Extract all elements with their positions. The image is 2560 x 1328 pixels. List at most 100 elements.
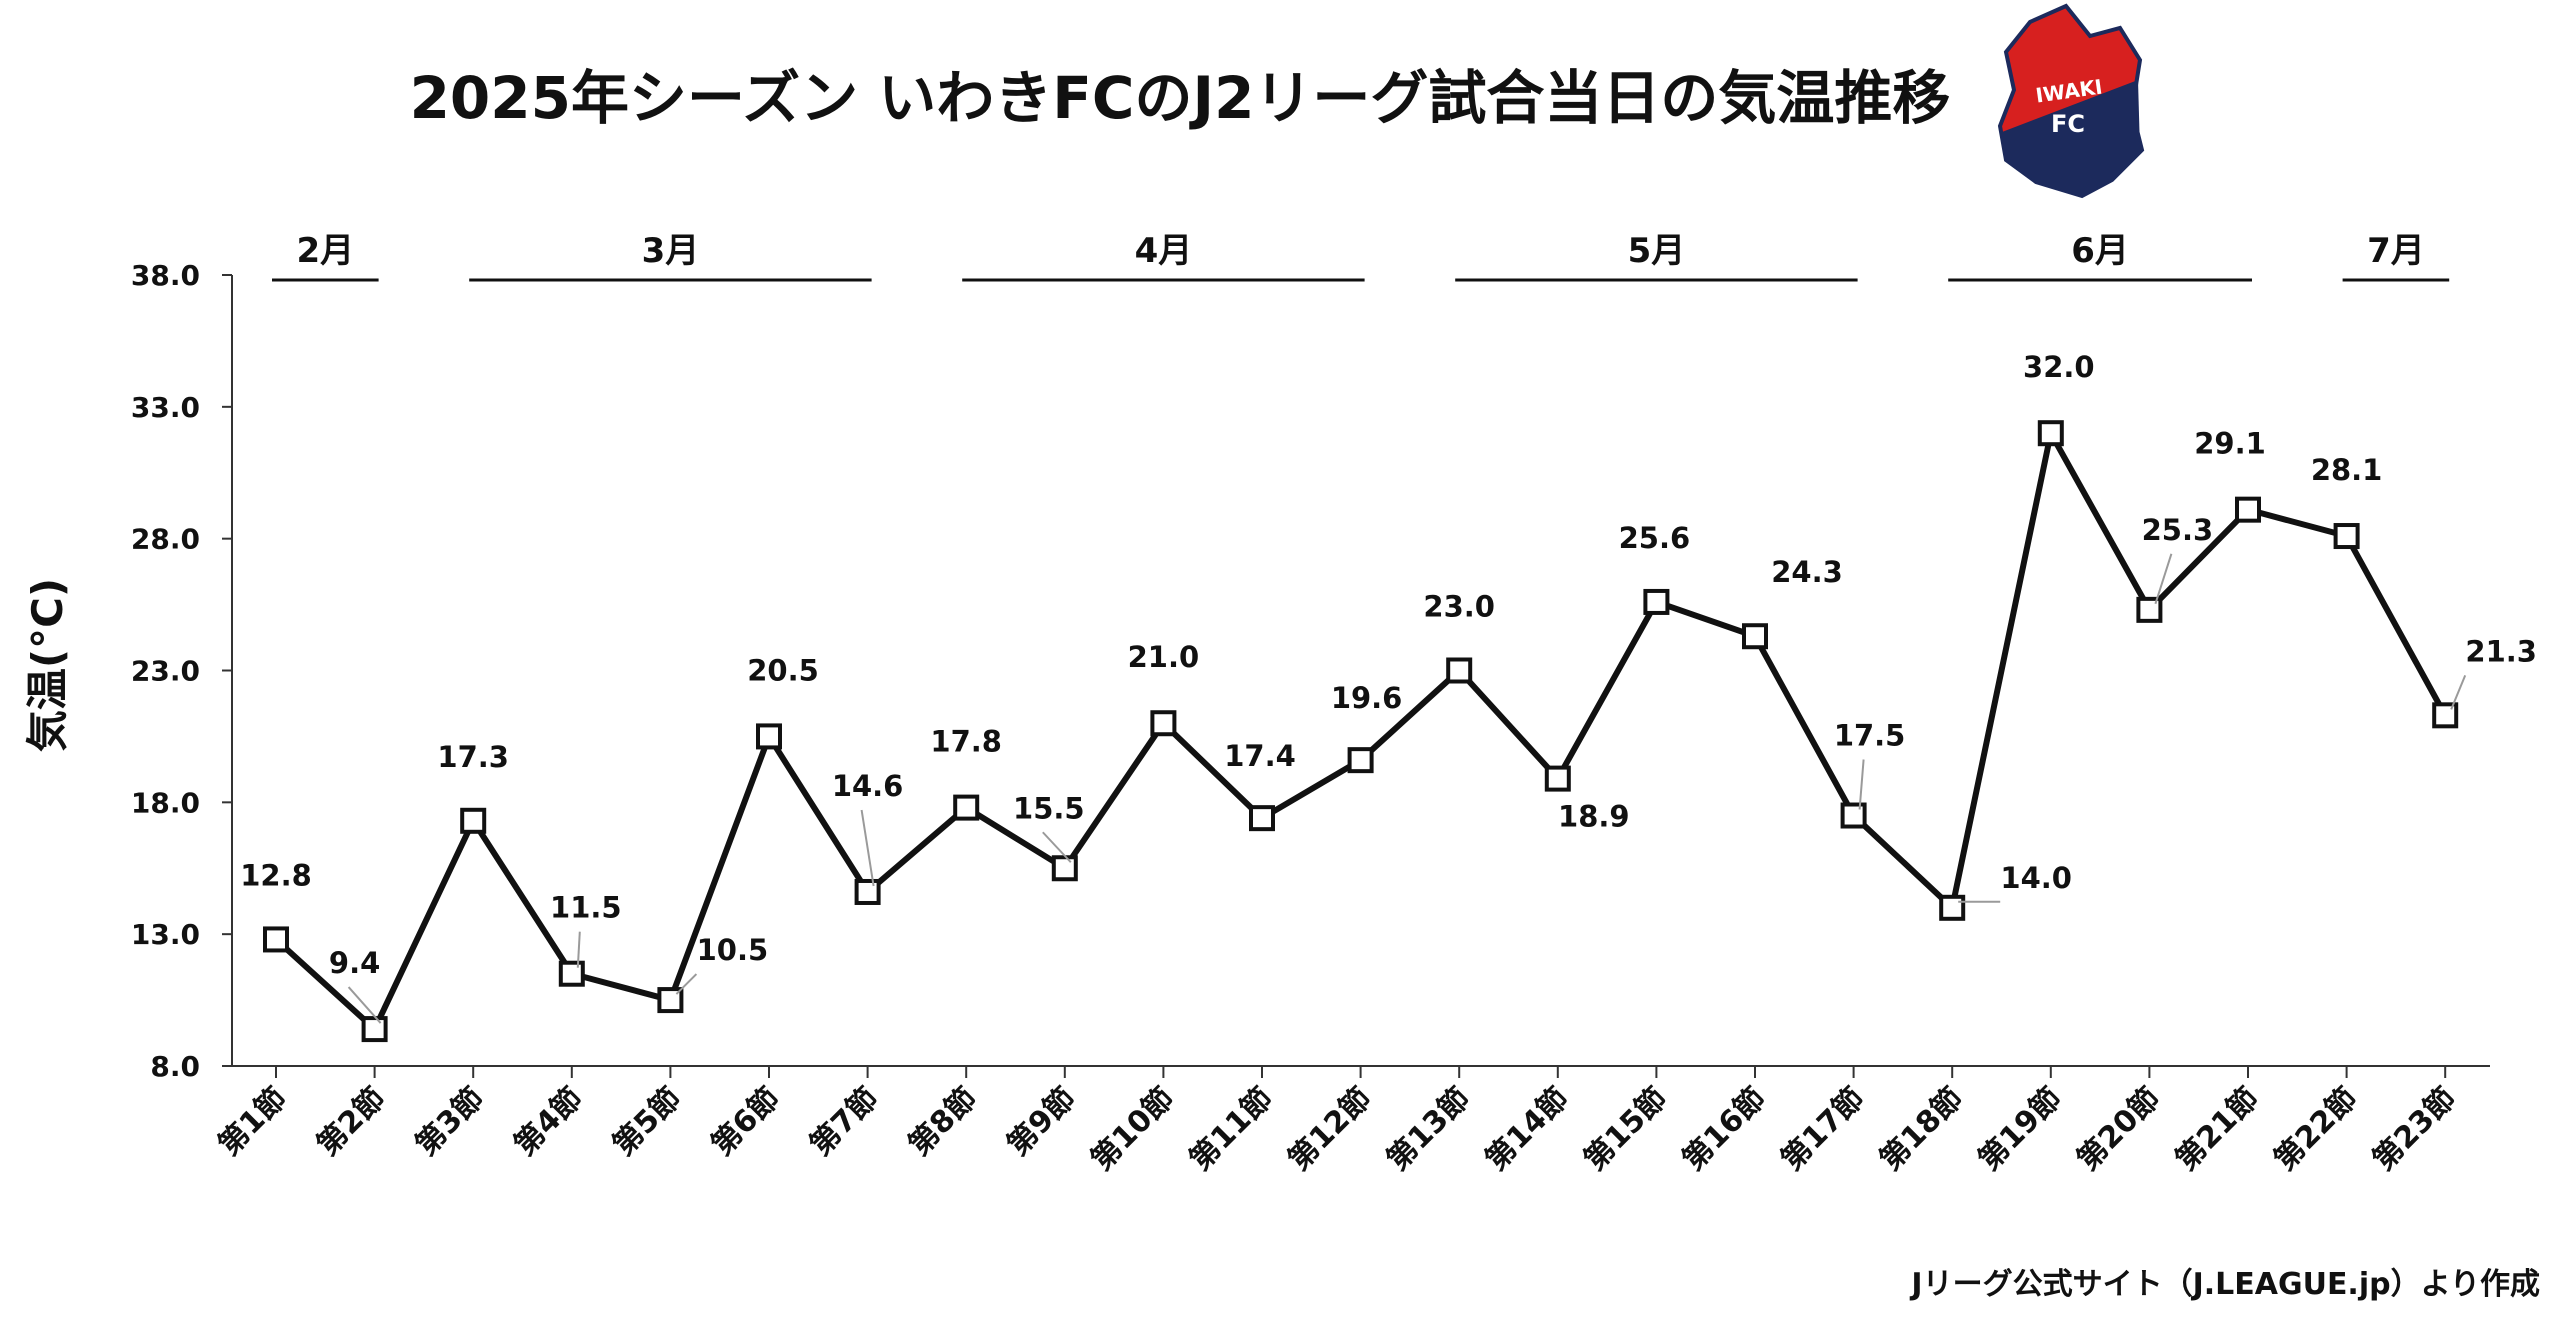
label-leader-line <box>2450 674 2467 710</box>
data-label: 17.8 <box>930 725 1002 759</box>
data-label: 21.3 <box>2465 634 2537 668</box>
x-tick-label: 第6節 <box>705 1081 787 1163</box>
chart-title: 2025年シーズン いわきFCのJ2リーグ試合当日の気温推移 <box>410 64 1951 132</box>
data-label: 12.8 <box>240 858 312 892</box>
y-tick-label: 13.0 <box>131 918 200 951</box>
data-label: 32.0 <box>2023 350 2095 384</box>
data-point-marker <box>1742 623 1768 650</box>
x-tick-label: 第10節 <box>1084 1081 1181 1178</box>
data-label: 14.6 <box>832 769 904 803</box>
logo-navy-band <box>2002 80 2140 196</box>
x-tick-label: 第13節 <box>1380 1081 1477 1178</box>
data-point-marker <box>263 926 289 953</box>
data-point-marker <box>1249 805 1275 832</box>
data-label: 17.4 <box>1224 739 1296 773</box>
data-label: 23.0 <box>1423 590 1495 624</box>
x-tick-label: 第23節 <box>2366 1081 2463 1178</box>
club-logo: IWAKI FC <box>1997 3 2145 199</box>
y-tick-label: 23.0 <box>131 655 200 688</box>
x-tick-label: 第12節 <box>1282 1081 1379 1178</box>
x-tick-label: 第17節 <box>1775 1081 1872 1178</box>
x-tick-label: 第16節 <box>1676 1081 1773 1178</box>
x-tick-label: 第1節 <box>212 1081 294 1163</box>
data-label: 25.6 <box>1619 521 1691 555</box>
data-point-marker <box>1643 588 1670 615</box>
label-leader-line <box>576 931 581 968</box>
x-tick-label: 第9節 <box>1001 1081 1083 1163</box>
data-point-marker <box>361 1016 388 1043</box>
data-point-marker <box>2037 420 2064 447</box>
data-point-marker <box>1051 855 1078 882</box>
x-tick-label: 第11節 <box>1183 1081 1280 1178</box>
label-leader-line <box>675 973 698 995</box>
series-polyline <box>273 430 2448 1033</box>
y-tick-label: 38.0 <box>131 259 200 292</box>
month-label: 6月 <box>2071 231 2129 271</box>
data-label: 28.1 <box>2311 453 2383 487</box>
data-label: 20.5 <box>747 653 819 687</box>
y-tick-label: 28.0 <box>131 523 200 556</box>
logo-text-bottom: FC <box>2051 110 2085 138</box>
data-point-marker <box>2235 496 2261 523</box>
data-point-marker <box>2333 523 2360 550</box>
x-tick-label: 第22節 <box>2268 1081 2365 1178</box>
data-label: 21.0 <box>1128 640 1200 674</box>
y-tick-label: 33.0 <box>131 391 200 424</box>
label-leader-line <box>1858 759 1865 810</box>
x-tick-label: 第19節 <box>1972 1081 2069 1178</box>
data-point-marker <box>460 807 487 834</box>
data-point-marker <box>953 794 980 821</box>
data-point-marker <box>1939 894 1966 921</box>
data-label: 25.3 <box>2142 513 2214 547</box>
data-label: 17.3 <box>437 740 509 774</box>
data-point-marker <box>1544 765 1571 792</box>
data-label: 10.5 <box>697 933 769 967</box>
data-point-marker <box>1150 710 1177 737</box>
x-tick-label: 第18節 <box>1873 1081 1970 1178</box>
data-point-marker <box>2136 596 2163 623</box>
label-leader-line <box>860 809 875 887</box>
data-label: 11.5 <box>550 891 622 925</box>
data-point-marker <box>756 723 782 750</box>
x-tick-label: 第2節 <box>310 1081 392 1163</box>
x-tick-label: 第8節 <box>902 1081 984 1163</box>
data-point-marker <box>657 987 684 1014</box>
label-leader-line <box>1042 831 1072 863</box>
x-tick-label: 第20節 <box>2070 1081 2167 1178</box>
y-axis-label: 気温(°C) <box>23 578 72 752</box>
x-tick-label: 第5節 <box>606 1081 688 1163</box>
month-label: 4月 <box>1135 231 1193 271</box>
x-tick-label: 第21節 <box>2169 1081 2266 1178</box>
label-leader-line <box>347 986 382 1024</box>
data-point-marker <box>1446 657 1473 684</box>
data-point-marker <box>2432 702 2459 729</box>
x-tick-label: 第14節 <box>1479 1081 1576 1178</box>
month-label: 7月 <box>2367 231 2425 271</box>
month-label: 5月 <box>1628 231 1686 271</box>
data-label: 17.5 <box>1834 719 1906 753</box>
data-label: 29.1 <box>2194 427 2266 461</box>
data-label: 9.4 <box>329 946 380 980</box>
data-point-marker <box>1347 747 1374 774</box>
x-tick-label: 第4節 <box>508 1081 590 1163</box>
data-label: 19.6 <box>1331 681 1403 715</box>
data-labels: 12.8 9.4 17.3 11.5 10.5 20.5 14.6 17.8 15.5 21.0 1… <box>240 350 2537 1024</box>
data-label: 15.5 <box>1013 791 1085 825</box>
label-leader-line <box>2154 553 2173 605</box>
x-tick-label: 第15節 <box>1577 1081 1674 1178</box>
data-point-marker <box>558 960 585 987</box>
data-label: 24.3 <box>1771 555 1843 589</box>
data-point-marker <box>854 878 881 905</box>
y-tick-label: 18.0 <box>131 786 200 819</box>
data-label: 14.0 <box>2000 861 2072 895</box>
month-label: 2月 <box>296 231 354 271</box>
axes: 8.013.018.023.028.033.038.0第1節 第2節 第3節 第4節第… <box>131 259 2490 1178</box>
month-groups: 2月 3月 4月 5月 6月 7月 <box>272 231 2450 282</box>
data-point-marker <box>1840 802 1867 829</box>
month-label: 3月 <box>642 231 700 271</box>
y-tick-label: 8.0 <box>150 1050 200 1083</box>
x-tick-label: 第7節 <box>803 1081 885 1163</box>
x-tick-label: 第3節 <box>409 1081 491 1163</box>
